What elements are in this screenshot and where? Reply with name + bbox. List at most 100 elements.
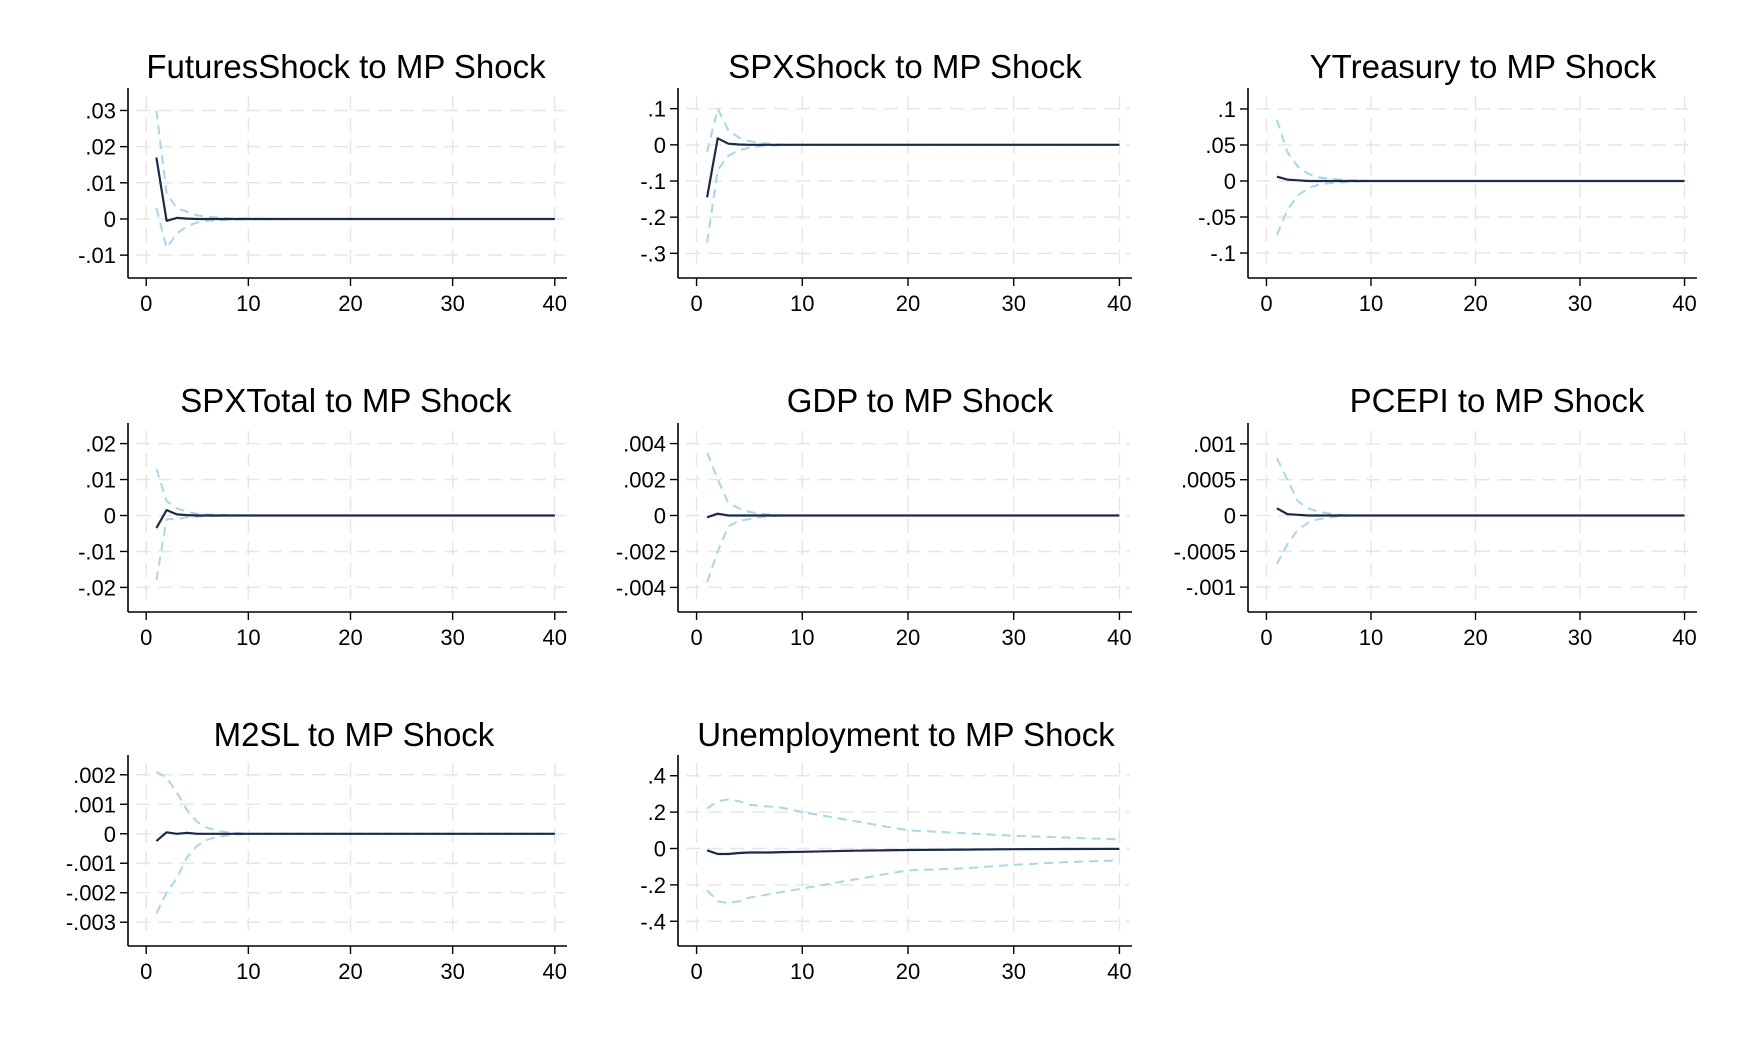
panel-title: SPXTotal to MP Shock [180,382,512,419]
y-tick-label: -.2 [640,205,666,230]
y-tick-label: .1 [648,97,666,122]
y-tick-label: 0 [654,837,666,862]
y-tick-label: -.1 [1210,241,1236,266]
y-tick-label: -.004 [616,575,666,600]
x-tick-label: 10 [236,625,260,650]
y-tick-label: .03 [85,98,116,123]
x-tick-label: 30 [440,959,464,984]
ci-lower-line [706,143,1120,243]
y-tick-label: 0 [654,133,666,158]
x-tick-label: 20 [338,625,362,650]
panel-2: SPXShock to MP Shock .1 0 -.1 -.2 -.3 0 10 20 30 4… [640,48,1132,316]
y-tick-label: 0 [654,504,666,529]
y-tick-label: .001 [73,792,116,817]
panel-title: M2SL to MP Shock [214,716,495,753]
y-tick-label: .02 [85,135,116,160]
irf-line [155,157,555,222]
y-tick-label: -.05 [1198,205,1236,230]
y-tick-label: -.003 [66,910,116,935]
ci-lower-line [706,859,1120,905]
panel-8: Unemployment to MP Shock .4 .2 0 -.2 -.4 0 10 20… [640,716,1132,984]
panel-title: GDP to MP Shock [787,382,1054,419]
x-tick-label: 20 [896,959,920,984]
panel-4: SPXTotal to MP Shock .02 .01 0 -.01 -.02 0 10 20… [78,382,567,650]
x-tick-label: 40 [543,625,567,650]
y-tick-label: .0005 [1181,468,1236,493]
x-tick-label: 40 [1672,291,1696,316]
y-tick-label: 0 [104,504,116,529]
y-tick-label: 0 [104,822,116,847]
x-tick-label: 20 [1463,291,1487,316]
y-tick-label: -.4 [640,909,666,934]
ci-upper-line [1276,457,1685,517]
x-tick-label: 30 [1568,625,1592,650]
x-tick-label: 10 [790,291,814,316]
irf-line [706,137,1120,198]
x-tick-label: 20 [338,959,362,984]
y-tick-label: 0 [1224,504,1236,529]
ci-lower-line [1276,514,1685,565]
x-tick-label: 10 [790,625,814,650]
irf-line [706,512,1120,519]
x-tick-label: 0 [140,291,152,316]
irf-line [155,509,555,529]
x-tick-label: 20 [338,291,362,316]
y-tick-label: .002 [623,468,666,493]
x-tick-label: 40 [1107,291,1131,316]
irf-line [155,831,555,842]
y-tick-label: -.001 [66,851,116,876]
ci-upper-line [155,468,555,517]
x-tick-label: 20 [1463,625,1487,650]
x-tick-label: 0 [1260,625,1272,650]
x-tick-label: 30 [440,625,464,650]
y-tick-label: .001 [1193,432,1236,457]
panel-title: FuturesShock to MP Shock [146,48,546,85]
panel-title: YTreasury to MP Shock [1310,48,1657,85]
y-tick-label: .4 [648,764,666,789]
x-tick-label: 30 [1001,625,1025,650]
y-tick-label: -.002 [66,881,116,906]
x-tick-label: 10 [1359,291,1383,316]
panel-title: PCEPI to MP Shock [1350,382,1645,419]
ci-upper-line [155,110,555,220]
x-tick-label: 10 [236,959,260,984]
y-tick-label: 0 [1224,169,1236,194]
x-tick-label: 10 [236,291,260,316]
x-tick-label: 10 [1359,625,1383,650]
x-tick-label: 30 [1001,291,1025,316]
y-tick-label: -.3 [640,241,666,266]
y-tick-label: -.2 [640,873,666,898]
panel-3: YTreasury to MP Shock .1 .05 0 -.05 -.1 0 10 20 3… [1198,48,1697,316]
y-tick-label: .2 [648,800,666,825]
ci-lower-line [155,207,555,249]
y-tick-label: .1 [1218,97,1236,122]
y-tick-label: -.02 [78,575,116,600]
x-tick-label: 40 [1107,959,1131,984]
x-tick-label: 30 [1568,291,1592,316]
panel-5: GDP to MP Shock .004 .002 0 -.002 -.004 0 10 20 3… [616,382,1132,650]
x-tick-label: 30 [1001,959,1025,984]
x-tick-label: 20 [896,625,920,650]
y-tick-label: -.1 [640,169,666,194]
y-tick-label: -.002 [616,539,666,564]
y-tick-label: -.01 [78,243,116,268]
y-tick-label: -.0005 [1174,539,1236,564]
ci-upper-line [706,798,1120,841]
y-tick-label: -.01 [78,539,116,564]
x-tick-label: 0 [690,291,702,316]
irf-line [706,847,1120,856]
ci-lower-line [155,514,555,581]
y-tick-label: .02 [85,432,116,457]
panel-title: SPXShock to MP Shock [728,48,1082,85]
panel-title: Unemployment to MP Shock [697,716,1115,753]
x-tick-label: 40 [1672,625,1696,650]
x-tick-label: 0 [1260,291,1272,316]
y-tick-label: 0 [104,207,116,232]
x-tick-label: 0 [690,625,702,650]
ci-upper-line [155,770,555,835]
y-tick-label: .004 [623,432,666,457]
ci-lower-line [155,832,555,914]
x-tick-label: 10 [790,959,814,984]
y-tick-label: .01 [85,171,116,196]
